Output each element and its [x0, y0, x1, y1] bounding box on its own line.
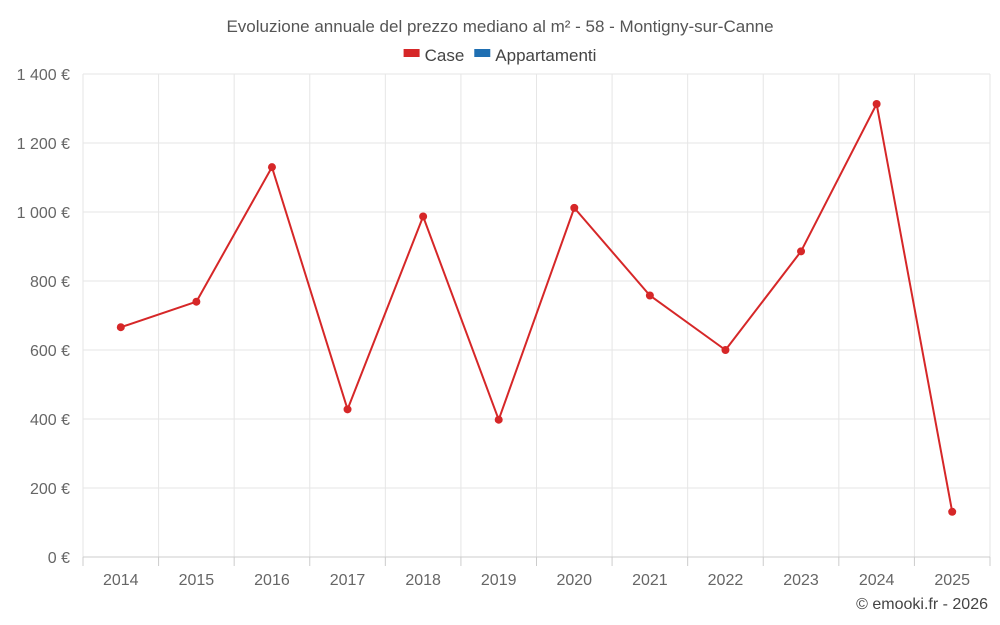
y-tick-label: 800 €	[30, 274, 70, 291]
legend-label: Appartamenti	[495, 46, 596, 65]
y-tick-label: 1 000 €	[17, 205, 70, 222]
x-tick-label: 2025	[934, 572, 970, 589]
x-tick-label: 2024	[859, 572, 895, 589]
y-axis: 0 € 200 € 400 € 600 € 800 € 1 000 € 1 200 € 1 4…	[17, 67, 70, 567]
legend-item[interactable]: Appartamenti	[474, 46, 596, 65]
y-tick-label: 600 €	[30, 343, 70, 360]
y-tick-label: 200 €	[30, 481, 70, 498]
y-tick-label: 0 €	[48, 550, 70, 567]
series-layer	[116, 100, 957, 516]
data-point[interactable]	[116, 323, 125, 332]
data-point[interactable]	[872, 100, 881, 109]
data-point[interactable]	[192, 297, 201, 306]
data-point[interactable]	[721, 346, 730, 354]
x-tick-label: 2022	[708, 572, 744, 589]
legend-swatch	[403, 49, 420, 57]
chart-credit: © emooki.fr - 2026	[856, 596, 988, 613]
x-tick-label: 2016	[254, 572, 290, 589]
x-tick-label: 2018	[405, 572, 441, 589]
chart-title: Evoluzione annuale del prezzo mediano al…	[226, 17, 773, 36]
x-tick-label: 2019	[481, 572, 517, 589]
series-case	[116, 100, 957, 516]
data-point[interactable]	[797, 247, 806, 256]
y-tick-label: 1 200 €	[17, 136, 70, 153]
data-point[interactable]	[419, 212, 428, 221]
data-point[interactable]	[343, 405, 352, 414]
x-tick-label: 2021	[632, 572, 668, 589]
legend-item[interactable]: Case	[403, 46, 465, 65]
chart-legend: Case Appartamenti	[403, 46, 596, 65]
data-point[interactable]	[948, 507, 957, 516]
x-tick-label: 2023	[783, 572, 819, 589]
legend-swatch	[474, 49, 491, 57]
data-point[interactable]	[645, 291, 654, 300]
legend-label: Case	[425, 46, 465, 65]
x-tick-label: 2015	[179, 572, 215, 589]
data-point[interactable]	[267, 163, 276, 172]
y-tick-label: 400 €	[30, 412, 70, 429]
x-tick-label: 2014	[103, 572, 139, 589]
x-axis: 2014 2015 2016 2017 2018 2019 2020 2021 2022 2023…	[82, 556, 991, 589]
x-tick-label: 2017	[330, 572, 366, 589]
series-line	[120, 103, 954, 512]
data-point[interactable]	[570, 203, 579, 212]
data-point[interactable]	[494, 415, 503, 424]
y-tick-label: 1 400 €	[17, 67, 70, 84]
x-tick-label: 2020	[556, 572, 592, 589]
